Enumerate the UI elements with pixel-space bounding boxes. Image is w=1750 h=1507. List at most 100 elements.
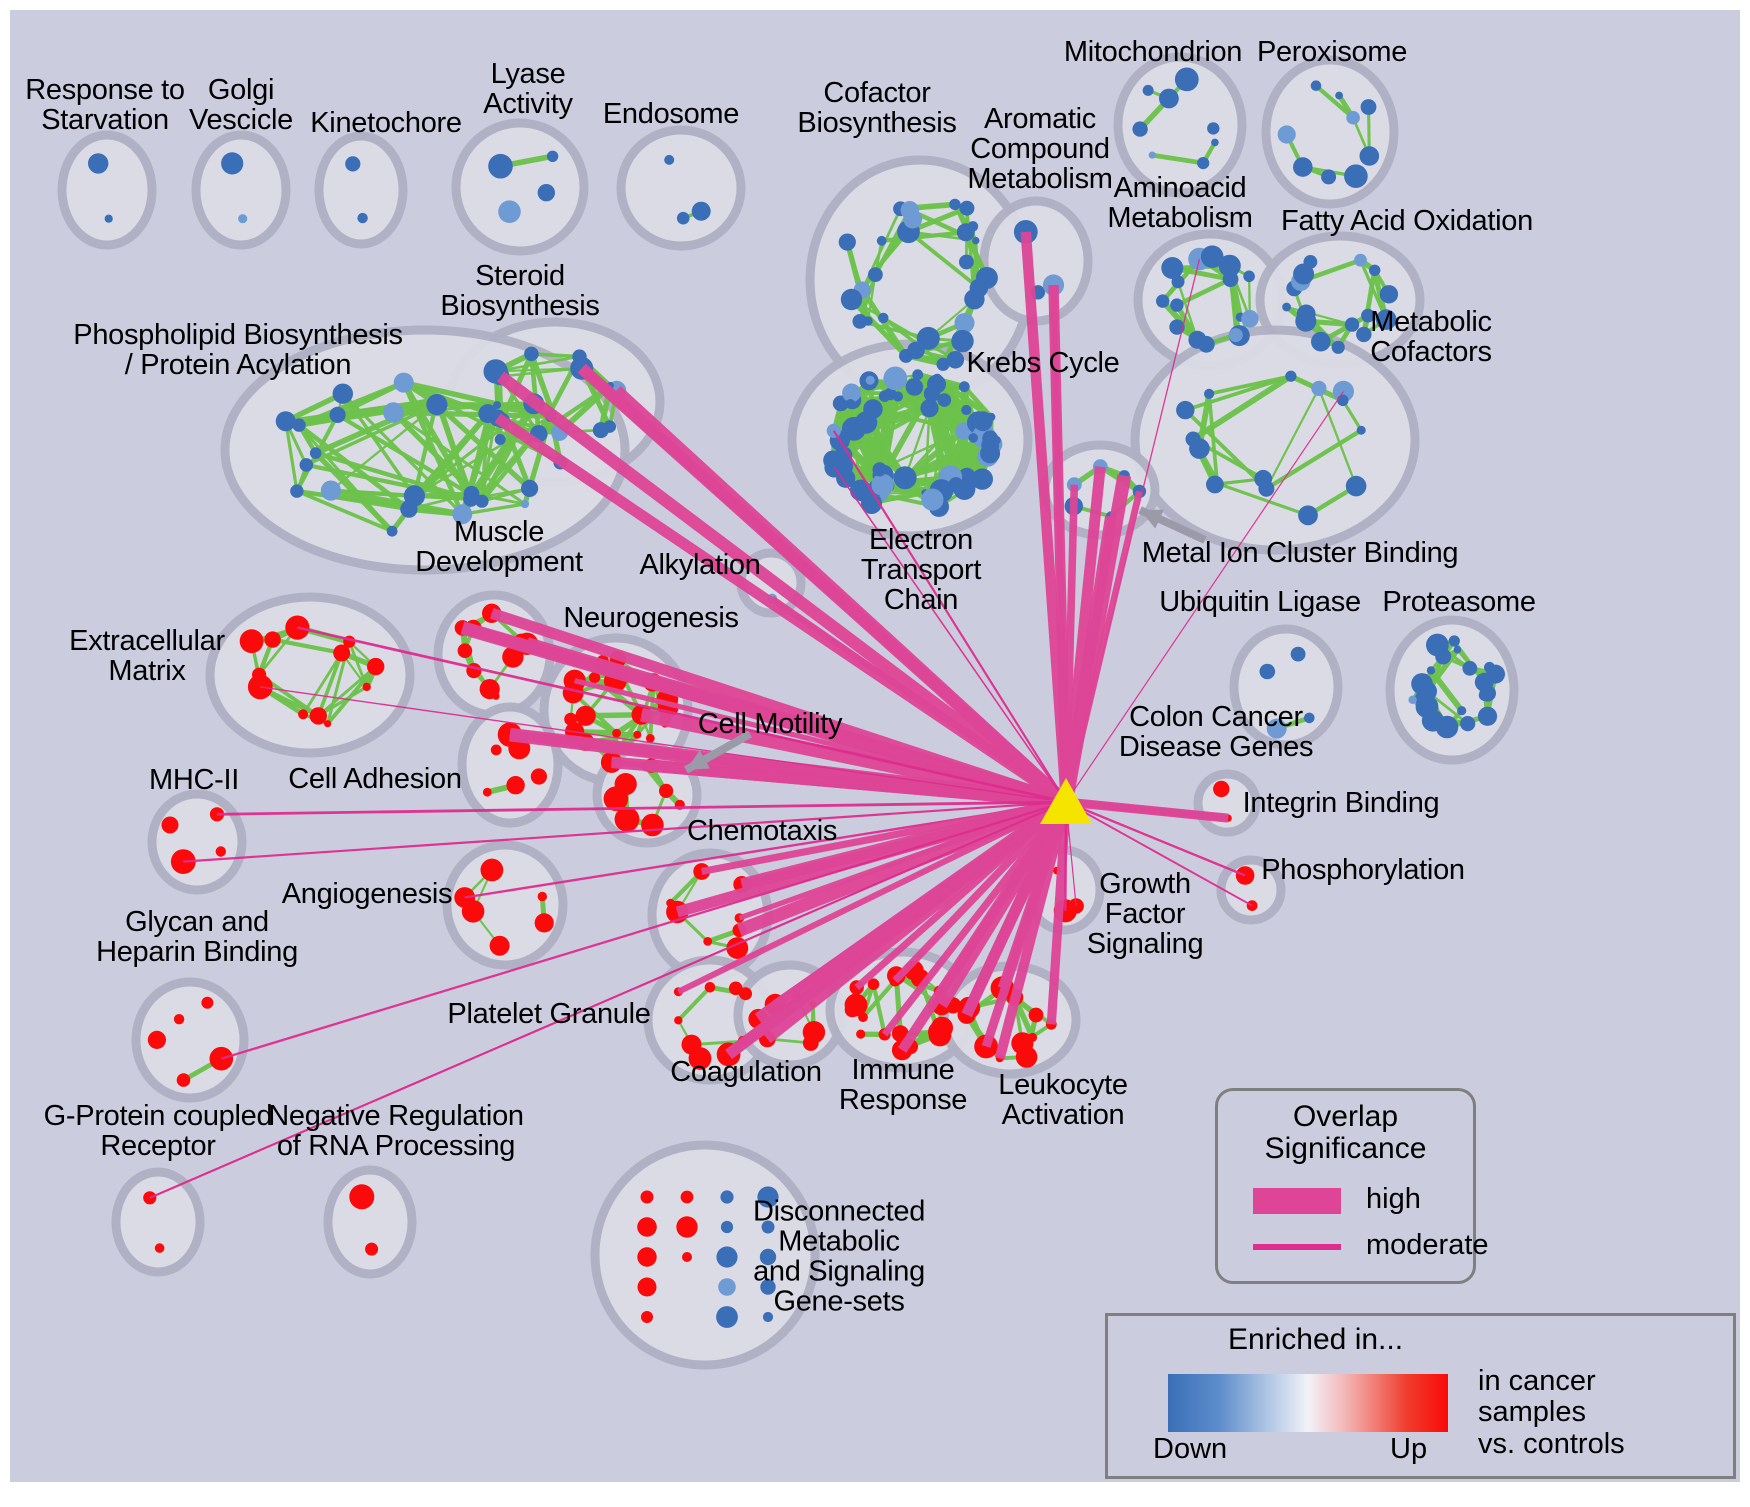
gene-node[interactable] (1028, 1007, 1044, 1023)
gene-node[interactable] (502, 646, 524, 668)
gene-node[interactable] (333, 644, 351, 662)
gene-node[interactable] (614, 806, 640, 832)
gene-node[interactable] (365, 1242, 379, 1256)
gene-node[interactable] (537, 891, 547, 902)
gene-node[interactable] (299, 458, 314, 472)
gene-node[interactable] (324, 720, 332, 728)
hub-node-triangle[interactable] (1040, 778, 1092, 824)
gene-node[interactable] (386, 525, 398, 537)
gene-node[interactable] (1296, 304, 1316, 324)
gene-node[interactable] (1174, 67, 1199, 92)
gene-node[interactable] (534, 913, 554, 933)
gene-node[interactable] (238, 214, 248, 224)
gene-node[interactable] (1285, 370, 1297, 382)
gene-node[interactable] (1142, 84, 1154, 96)
gene-node[interactable] (842, 383, 861, 403)
gene-node[interactable] (173, 1014, 185, 1025)
cluster-halo[interactable] (147, 789, 247, 895)
gene-node[interactable] (674, 1016, 683, 1025)
gene-node[interactable] (161, 816, 179, 834)
gene-node[interactable] (1222, 271, 1239, 288)
gene-node[interactable] (1132, 121, 1148, 137)
gene-node[interactable] (637, 1217, 657, 1237)
gene-node[interactable] (176, 1073, 191, 1087)
cluster-halo[interactable] (451, 118, 589, 256)
gene-node[interactable] (1408, 695, 1417, 704)
cluster-halo[interactable] (191, 130, 291, 250)
gene-node[interactable] (1161, 257, 1184, 279)
gene-node[interactable] (498, 200, 521, 223)
gene-node[interactable] (958, 381, 970, 393)
gene-node[interactable] (757, 1186, 779, 1208)
gene-node[interactable] (878, 390, 891, 403)
gene-node[interactable] (761, 1220, 775, 1234)
gene-node[interactable] (703, 937, 713, 946)
gene-node[interactable] (1148, 151, 1156, 159)
gene-node[interactable] (475, 494, 489, 508)
gene-node[interactable] (716, 1246, 738, 1268)
gene-node[interactable] (290, 484, 304, 498)
gene-node[interactable] (524, 346, 539, 362)
gene-node[interactable] (1426, 666, 1436, 675)
gene-node[interactable] (1293, 263, 1315, 285)
gene-node[interactable] (1204, 388, 1215, 399)
gene-node[interactable] (1303, 255, 1318, 269)
gene-node[interactable] (1304, 712, 1315, 724)
gene-node[interactable] (927, 374, 946, 394)
gene-node[interactable] (973, 411, 993, 432)
gene-node[interactable] (871, 473, 894, 496)
gene-node[interactable] (718, 1278, 736, 1296)
gene-node[interactable] (680, 1190, 694, 1204)
gene-node[interactable] (872, 462, 887, 477)
gene-node[interactable] (863, 399, 883, 419)
gene-node[interactable] (1361, 308, 1375, 323)
gene-node[interactable] (972, 236, 980, 245)
gene-node[interactable] (762, 1311, 774, 1323)
gene-node[interactable] (494, 434, 506, 445)
gene-node[interactable] (852, 314, 868, 329)
gene-node[interactable] (482, 787, 492, 797)
gene-node[interactable] (975, 266, 998, 289)
gene-node[interactable] (1477, 706, 1498, 726)
gene-node[interactable] (209, 807, 225, 822)
gene-node[interactable] (564, 712, 578, 726)
gene-node[interactable] (1356, 425, 1366, 435)
gene-node[interactable] (488, 153, 513, 179)
gene-node[interactable] (912, 369, 924, 381)
gene-node[interactable] (530, 768, 548, 785)
gene-node[interactable] (1218, 254, 1241, 277)
gene-node[interactable] (452, 504, 473, 525)
gene-node[interactable] (849, 427, 858, 436)
gene-node[interactable] (1344, 317, 1360, 332)
gene-node[interactable] (681, 1034, 702, 1055)
gene-node[interactable] (1266, 718, 1287, 739)
cluster-halo[interactable] (314, 131, 408, 249)
gene-node[interactable] (1474, 672, 1494, 692)
gene-node[interactable] (1321, 169, 1337, 185)
gene-node[interactable] (1277, 125, 1296, 144)
gene-node[interactable] (1484, 661, 1495, 673)
gene-node[interactable] (1213, 479, 1221, 487)
gene-node[interactable] (645, 734, 655, 743)
gene-node[interactable] (838, 233, 856, 251)
gene-node[interactable] (1293, 157, 1313, 177)
gene-node[interactable] (992, 436, 1001, 445)
network-svg[interactable] (10, 10, 1740, 1482)
gene-node[interactable] (728, 981, 743, 996)
gene-node[interactable] (760, 1279, 776, 1295)
gene-node[interactable] (349, 1184, 375, 1210)
gene-node[interactable] (275, 411, 296, 432)
gene-node[interactable] (1290, 646, 1306, 662)
gene-node[interactable] (1254, 469, 1273, 488)
gene-node[interactable] (478, 404, 498, 424)
cluster-halo[interactable] (205, 592, 415, 758)
gene-node[interactable] (900, 201, 919, 220)
gene-node[interactable] (1197, 157, 1210, 170)
gene-node[interactable] (520, 499, 530, 509)
gene-node[interactable] (641, 1311, 653, 1323)
gene-node[interactable] (345, 156, 361, 172)
gene-node[interactable] (1311, 380, 1327, 396)
gene-node[interactable] (856, 1029, 866, 1039)
gene-node[interactable] (1298, 505, 1318, 526)
gene-node[interactable] (1015, 1046, 1038, 1068)
